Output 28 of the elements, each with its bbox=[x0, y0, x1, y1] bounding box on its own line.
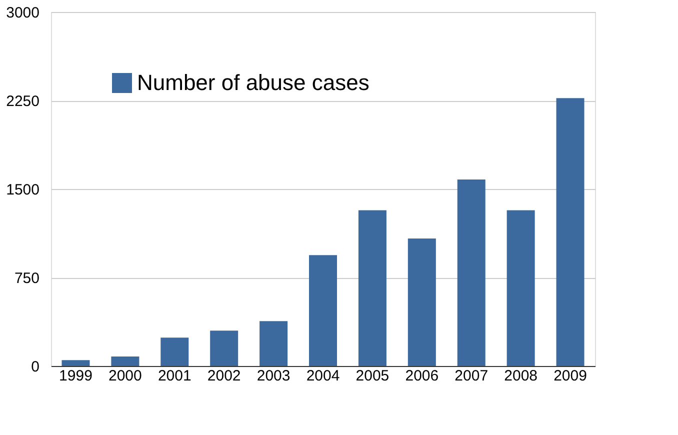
y-tick-label: 0 bbox=[31, 358, 40, 376]
legend-label: Number of abuse cases bbox=[137, 70, 370, 95]
bar bbox=[506, 210, 535, 366]
x-tick-label: 2006 bbox=[405, 368, 439, 384]
x-tick-label: 2001 bbox=[158, 368, 192, 384]
x-tick-label: 2004 bbox=[306, 368, 340, 384]
x-tick-label: 2007 bbox=[454, 368, 488, 384]
bar bbox=[556, 98, 584, 366]
x-tick-label: 2002 bbox=[207, 368, 241, 384]
x-tick-label: 2009 bbox=[554, 368, 587, 384]
bar bbox=[408, 238, 436, 366]
bar bbox=[358, 210, 386, 366]
x-tick-label: 2000 bbox=[108, 368, 142, 384]
bar bbox=[62, 360, 90, 366]
bar bbox=[160, 338, 189, 366]
y-tick-label: 2250 bbox=[6, 93, 40, 110]
y-tick-label: 750 bbox=[14, 270, 40, 287]
bar bbox=[457, 180, 486, 366]
bar bbox=[111, 356, 140, 366]
bar bbox=[260, 321, 288, 366]
y-tick-label: 1500 bbox=[6, 182, 40, 198]
y-tick-label: 3000 bbox=[6, 4, 40, 22]
bar bbox=[309, 255, 337, 366]
x-tick-label: 2003 bbox=[256, 368, 290, 384]
x-tick-label: 1999 bbox=[59, 368, 92, 384]
x-tick-label: 2005 bbox=[356, 368, 390, 384]
x-tick-label: 2008 bbox=[504, 368, 538, 384]
bar bbox=[210, 330, 238, 366]
